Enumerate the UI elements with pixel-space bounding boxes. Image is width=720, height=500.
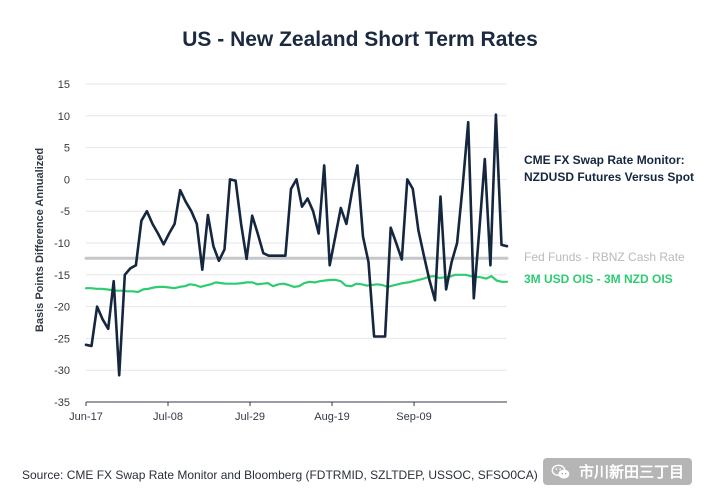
y-tick-label: -25: [54, 333, 70, 345]
series-line-ois-spread: [84, 273, 509, 294]
x-tick-label: Jun-17: [69, 411, 103, 423]
chart-title: US - New Zealand Short Term Rates: [182, 28, 538, 51]
x-tick-label: Jul-29: [235, 411, 265, 423]
y-tick-label: -10: [54, 238, 70, 250]
x-tick-label: Jul-08: [153, 411, 183, 423]
axis-layer: 15 10 5 0 -5 -10 -15 -20 -25 -30 -35 Jun-17 Jul-08 Ju…: [54, 79, 507, 423]
y-tick-label: 10: [58, 111, 70, 123]
legend-layer: CME FX Swap Rate Monitor: NZDUSD Futures …: [524, 153, 694, 286]
y-tick-label: 15: [58, 79, 70, 91]
legend-futures-vs-spot: NZDUSD Futures Versus Spot: [524, 170, 694, 184]
watermark-text: 市川新田三丁目: [578, 464, 684, 481]
y-tick-label: -20: [54, 302, 70, 314]
y-tick-label: 5: [64, 143, 70, 155]
y-tick-label: -35: [54, 397, 70, 409]
series-layer: [84, 113, 509, 377]
legend-fed-funds-rbnz: Fed Funds - RBNZ Cash Rate: [524, 250, 685, 264]
y-tick-label: -30: [54, 365, 70, 377]
legend-ois-spread: 3M USD OIS - 3M NZD OIS: [524, 272, 673, 286]
watermark: 市川新田三丁目: [542, 458, 692, 485]
x-tick-label: Sep-09: [396, 411, 431, 423]
y-tick-label: -15: [54, 270, 70, 282]
y-tick-label: 0: [64, 174, 70, 186]
wechat-icon: [551, 464, 570, 479]
x-tick-label: Aug-19: [314, 411, 349, 423]
series-line-futures-vs-spot: [84, 113, 509, 377]
legend-futures-vs-spot: CME FX Swap Rate Monitor:: [524, 153, 685, 167]
source-note: Source: CME FX Swap Rate Monitor and Blo…: [22, 468, 538, 482]
y-tick-label: -5: [60, 206, 70, 218]
y-axis-label: Basis Points Difference Annualized: [34, 148, 46, 332]
